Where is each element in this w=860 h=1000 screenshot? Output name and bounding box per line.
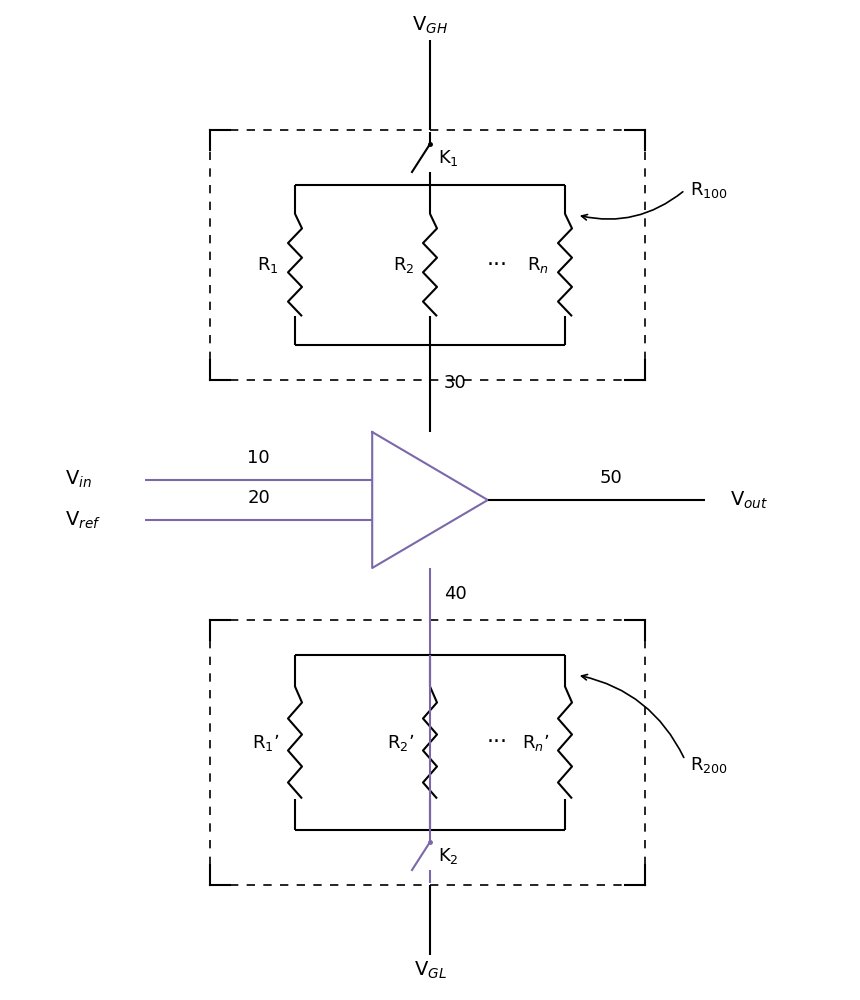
Text: R$_1$’: R$_1$’ xyxy=(252,732,279,753)
Text: 30: 30 xyxy=(444,374,467,392)
Text: K$_2$: K$_2$ xyxy=(438,846,458,866)
Text: 10: 10 xyxy=(248,449,270,467)
Text: 20: 20 xyxy=(247,489,270,507)
Text: K$_1$: K$_1$ xyxy=(438,148,459,168)
Text: R$_2$’: R$_2$’ xyxy=(387,732,414,753)
Text: R$_2$: R$_2$ xyxy=(392,255,414,275)
Text: R$_{200}$: R$_{200}$ xyxy=(690,755,728,775)
Text: V$_{in}$: V$_{in}$ xyxy=(65,469,92,490)
Text: R$_n$’: R$_n$’ xyxy=(522,732,549,753)
Text: V$_{GH}$: V$_{GH}$ xyxy=(412,14,448,36)
Text: V$_{ref}$: V$_{ref}$ xyxy=(65,510,101,531)
Text: 50: 50 xyxy=(600,469,623,487)
Text: 40: 40 xyxy=(444,585,467,603)
Text: ···: ··· xyxy=(487,732,508,752)
Text: V$_{GL}$: V$_{GL}$ xyxy=(414,959,446,981)
Text: R$_n$: R$_n$ xyxy=(527,255,549,275)
Text: R$_1$: R$_1$ xyxy=(257,255,279,275)
Text: ···: ··· xyxy=(487,255,508,275)
Text: R$_{100}$: R$_{100}$ xyxy=(690,180,728,200)
Text: V$_{out}$: V$_{out}$ xyxy=(730,489,768,511)
